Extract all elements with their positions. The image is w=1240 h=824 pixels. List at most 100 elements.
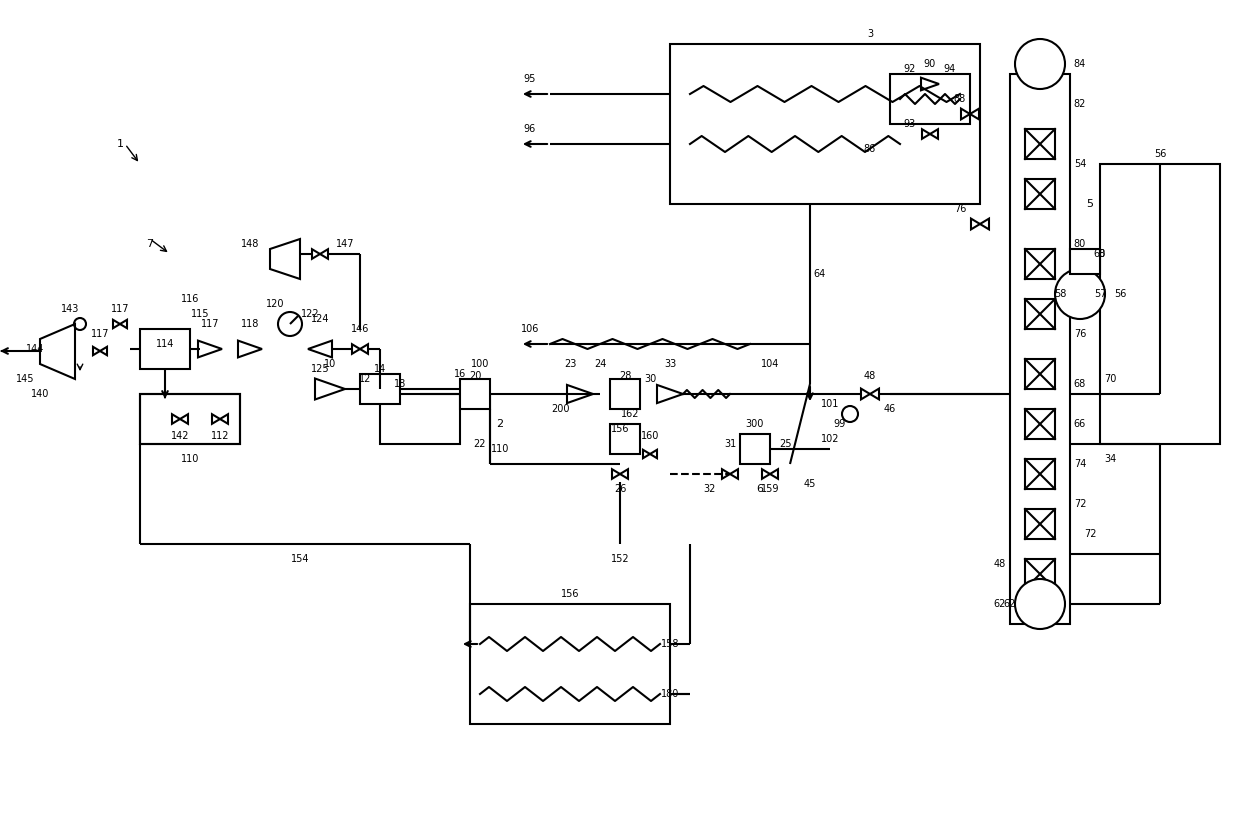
Text: 102: 102 xyxy=(821,434,839,444)
Text: 32: 32 xyxy=(704,484,717,494)
Text: 12: 12 xyxy=(358,374,371,384)
Text: 143: 143 xyxy=(61,304,79,314)
Text: 112: 112 xyxy=(211,431,229,441)
Text: 25: 25 xyxy=(779,439,791,449)
Text: 93: 93 xyxy=(904,119,916,129)
Text: 33: 33 xyxy=(663,359,676,369)
Text: 64: 64 xyxy=(813,269,826,279)
Text: 180: 180 xyxy=(661,689,680,699)
Bar xyxy=(460,379,490,409)
Text: 156: 156 xyxy=(611,424,629,434)
Text: 146: 146 xyxy=(351,324,370,334)
Text: 18: 18 xyxy=(394,379,407,389)
Bar xyxy=(740,434,770,464)
Text: 101: 101 xyxy=(821,399,839,409)
Text: 144: 144 xyxy=(26,344,45,354)
Text: 98: 98 xyxy=(1094,249,1106,259)
Text: 56: 56 xyxy=(1153,149,1166,159)
Text: 116: 116 xyxy=(181,294,200,304)
Text: 117: 117 xyxy=(91,329,109,339)
Text: 2: 2 xyxy=(496,419,503,429)
Text: 94: 94 xyxy=(944,64,956,74)
Text: 106: 106 xyxy=(521,324,539,334)
Text: 68: 68 xyxy=(1074,379,1086,389)
Text: 62: 62 xyxy=(1004,599,1017,609)
Text: 300: 300 xyxy=(745,419,764,429)
Text: 1: 1 xyxy=(117,139,124,149)
Text: 14: 14 xyxy=(374,364,386,374)
Text: 7: 7 xyxy=(146,239,154,249)
Text: 72: 72 xyxy=(1084,529,1096,539)
Circle shape xyxy=(1016,579,1065,629)
Bar xyxy=(1025,459,1055,489)
Bar xyxy=(1025,509,1055,539)
Text: 30: 30 xyxy=(644,374,656,384)
Bar xyxy=(1100,164,1220,444)
Text: 152: 152 xyxy=(610,554,630,564)
Text: 48: 48 xyxy=(994,559,1006,569)
Text: 46: 46 xyxy=(884,404,897,414)
Text: 120: 120 xyxy=(265,299,284,309)
Text: 118: 118 xyxy=(241,319,259,329)
Text: 23: 23 xyxy=(564,359,577,369)
Bar xyxy=(1011,74,1070,624)
Text: 96: 96 xyxy=(523,124,536,134)
Text: 34: 34 xyxy=(1104,454,1116,464)
Text: 142: 142 xyxy=(171,431,190,441)
Text: 74: 74 xyxy=(1074,459,1086,469)
Bar xyxy=(140,394,241,444)
Text: 84: 84 xyxy=(1074,59,1086,69)
Text: 147: 147 xyxy=(336,239,355,249)
Text: 58: 58 xyxy=(1054,289,1066,299)
Text: 104: 104 xyxy=(761,359,779,369)
Bar xyxy=(890,74,970,124)
Bar xyxy=(1025,129,1055,159)
Text: 31: 31 xyxy=(724,439,737,449)
Text: 6: 6 xyxy=(756,484,764,494)
Text: 54: 54 xyxy=(1074,159,1086,169)
Text: 156: 156 xyxy=(560,589,579,599)
Text: 125: 125 xyxy=(311,364,330,374)
Text: 110: 110 xyxy=(181,454,200,464)
Text: 26: 26 xyxy=(614,484,626,494)
Text: 57: 57 xyxy=(1094,289,1106,299)
Text: 117: 117 xyxy=(201,319,219,329)
Bar xyxy=(360,374,401,404)
Bar xyxy=(1025,409,1055,439)
Text: 115: 115 xyxy=(191,309,210,319)
Bar xyxy=(1025,299,1055,329)
Text: 86: 86 xyxy=(864,144,877,154)
Bar xyxy=(1025,559,1055,589)
Text: 45: 45 xyxy=(804,479,816,489)
Text: 114: 114 xyxy=(156,339,174,349)
Bar xyxy=(1025,179,1055,209)
Text: 110: 110 xyxy=(491,444,510,454)
Text: 124: 124 xyxy=(311,314,330,324)
Bar xyxy=(610,424,640,454)
Text: 160: 160 xyxy=(641,431,660,441)
Bar xyxy=(140,394,241,444)
Text: 70: 70 xyxy=(1104,374,1116,384)
Text: 56: 56 xyxy=(1114,289,1126,299)
Text: 62: 62 xyxy=(993,599,1006,609)
Circle shape xyxy=(1016,39,1065,89)
Text: 140: 140 xyxy=(31,389,50,399)
Bar xyxy=(140,329,190,369)
Bar xyxy=(610,379,640,409)
Text: 90: 90 xyxy=(924,59,936,69)
Text: 10: 10 xyxy=(324,359,336,369)
Text: 20: 20 xyxy=(469,371,481,381)
Text: 78: 78 xyxy=(1074,269,1086,279)
Text: 48: 48 xyxy=(864,371,877,381)
Text: 16: 16 xyxy=(454,369,466,379)
Text: 4: 4 xyxy=(616,439,624,449)
Bar xyxy=(379,394,460,444)
Text: 60: 60 xyxy=(1094,249,1106,259)
Text: 154: 154 xyxy=(290,554,309,564)
Text: 117: 117 xyxy=(110,304,129,314)
Text: 95: 95 xyxy=(523,74,536,84)
Text: 76: 76 xyxy=(1074,329,1086,339)
Text: 162: 162 xyxy=(621,409,640,419)
Text: 159: 159 xyxy=(761,484,779,494)
Text: 80: 80 xyxy=(1074,239,1086,249)
